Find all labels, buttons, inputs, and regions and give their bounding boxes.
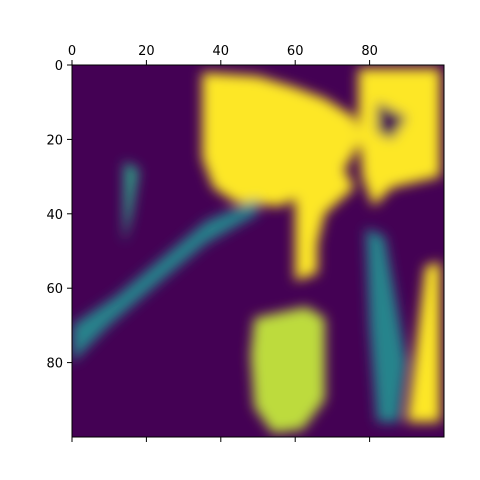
image-region-3 <box>377 102 407 140</box>
plot-area <box>71 64 445 438</box>
y-tick-label: 80 <box>46 357 63 372</box>
image-region-5 <box>250 306 325 434</box>
y-axis: 0 20 40 60 80 <box>46 59 72 372</box>
x-tick-label: 40 <box>213 44 230 59</box>
x-tick-label: 20 <box>138 44 155 59</box>
x-tick-label: 60 <box>287 44 304 59</box>
image-region-7 <box>72 198 258 363</box>
image-regions <box>72 68 441 434</box>
x-tick-label: 80 <box>361 44 378 59</box>
y-tick-label: 0 <box>55 59 63 74</box>
image-region-1 <box>295 161 355 281</box>
image-region-8 <box>365 228 407 423</box>
y-tick-label: 60 <box>46 282 63 297</box>
plot-frame <box>71 64 445 438</box>
x-tick-label: 0 <box>68 44 76 59</box>
image-region-6 <box>124 161 139 244</box>
y-tick-label: 40 <box>46 208 63 223</box>
x-axis: 0 20 40 60 80 <box>68 44 378 442</box>
y-tick-label: 20 <box>46 133 63 148</box>
image-region-4 <box>406 262 441 423</box>
